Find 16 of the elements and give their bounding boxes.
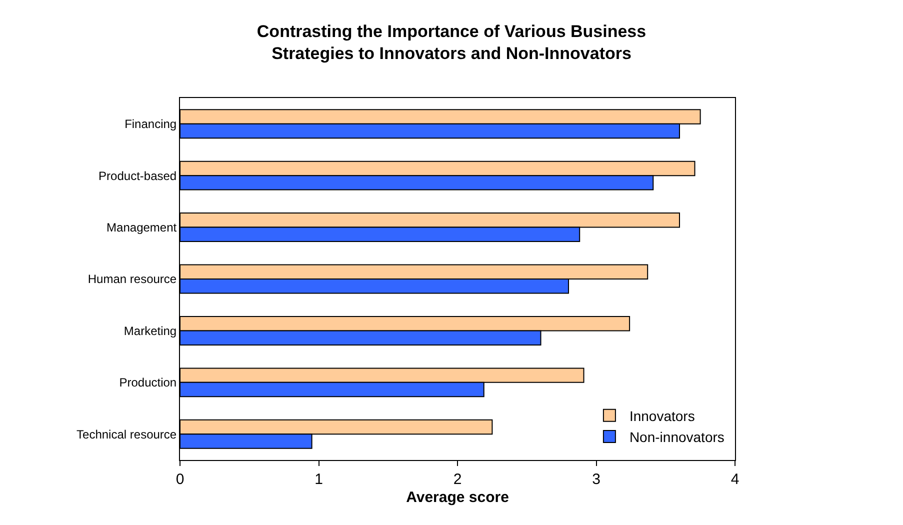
y-tick-label: Marketing	[124, 324, 177, 338]
y-tick-label: Production	[119, 376, 177, 390]
legend-label: Non-innovators	[629, 429, 724, 446]
x-axis-title: Average score	[406, 489, 509, 506]
x-tick-label: 2	[453, 471, 462, 488]
y-tick-label: Human resource	[88, 272, 177, 286]
y-tick-label: Financing	[124, 117, 177, 132]
y-tick-label: Technical resource	[76, 427, 177, 442]
x-tick-label: 0	[176, 471, 184, 488]
x-tick-label: 1	[314, 471, 323, 488]
chart-title: Contrasting the Importance of Various Business Strategies to Innovators and Non-Innovators	[256, 22, 646, 63]
y-tick-label: Product-based	[98, 168, 177, 183]
x-tick-label: 4	[730, 471, 740, 488]
y-tick-label: Management	[106, 220, 178, 234]
x-tick-label: 3	[592, 471, 600, 488]
legend-label: Innovators	[629, 408, 695, 424]
